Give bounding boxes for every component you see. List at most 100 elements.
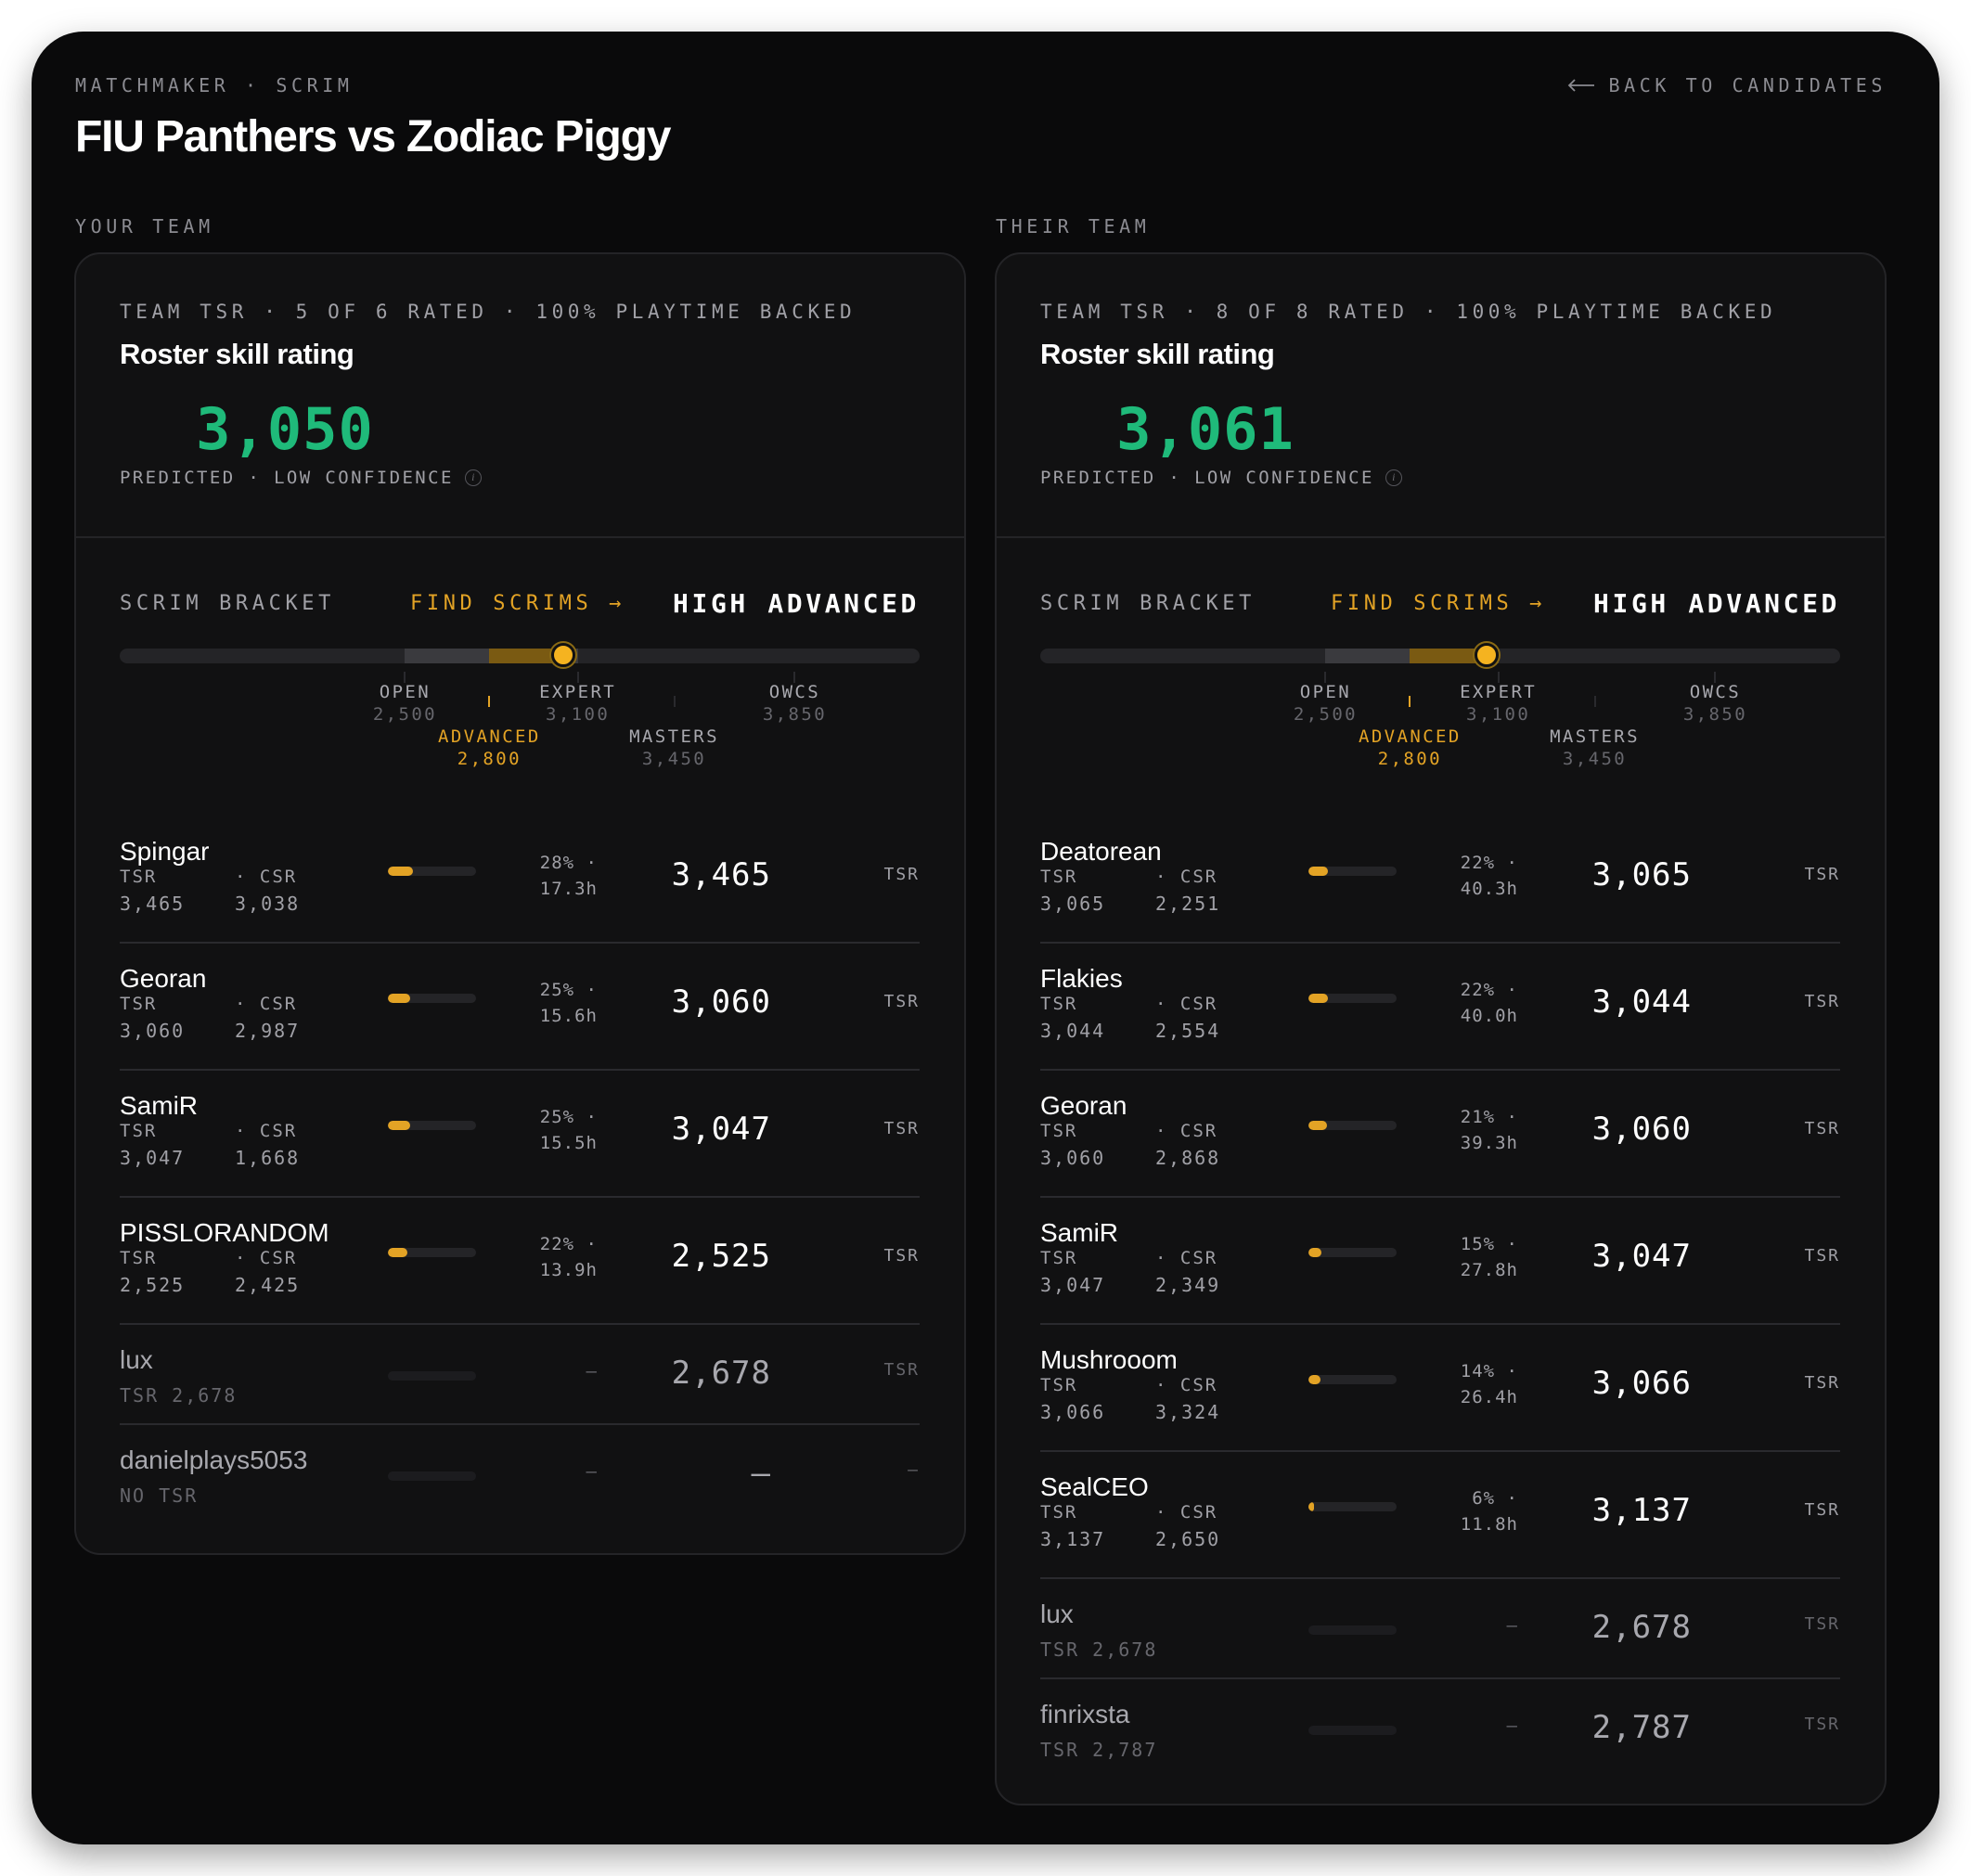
- player-rating: 3,137: [1591, 1492, 1692, 1529]
- player-name: lux: [120, 1345, 153, 1374]
- tick-value: 3,850: [762, 704, 828, 725]
- playtime-percent: 25% ·: [539, 980, 598, 1000]
- playtime-bar: [1308, 1121, 1397, 1130]
- player-rating: 2,678: [1591, 1609, 1692, 1646]
- tsr-label: TSR: [1040, 994, 1078, 1014]
- tick-mark: [1714, 672, 1717, 683]
- bracket-marker: [1475, 643, 1500, 667]
- rating-unit: TSR: [1804, 865, 1840, 884]
- playtime-bar: [1308, 1625, 1397, 1635]
- csr-value: 2,650: [1155, 1528, 1221, 1550]
- playtime-stat: 25% · 15.6h: [496, 977, 598, 1029]
- team-meta: TEAM TSR · 8 OF 8 RATED · 100% PLAYTIME …: [1040, 301, 1777, 323]
- tick-mark: [1497, 672, 1500, 683]
- playtime-hours: 15.6h: [539, 1006, 598, 1026]
- player-row-inactive[interactable]: finrixsta TSR 2,787 – 2,787 TSR: [1040, 1679, 1840, 1778]
- player-subtitle: NO TSR: [120, 1484, 199, 1507]
- tsr-label: TSR: [120, 1248, 158, 1268]
- team-rating: 3,061: [1116, 395, 1295, 463]
- playtime-stat: 22% · 13.9h: [496, 1231, 598, 1283]
- rating-unit: TSR: [1804, 1614, 1840, 1634]
- player-rating: 3,060: [1591, 1111, 1692, 1148]
- player-row[interactable]: Spingar TSR · CSR 3,465 3,038 28% · 17.3h 3,465…: [120, 816, 920, 944]
- csr-value: 2,554: [1155, 1020, 1221, 1042]
- tick-value: 3,850: [1682, 704, 1748, 725]
- tsr-label: TSR: [120, 867, 158, 887]
- playtime-fill: [1308, 1248, 1322, 1257]
- info-icon[interactable]: i: [1385, 469, 1402, 486]
- csr-label: · CSR: [235, 994, 298, 1014]
- bracket-marker: [550, 643, 575, 667]
- playtime-bar: [1308, 1726, 1397, 1735]
- team-summary: TEAM TSR · 5 OF 6 RATED · 100% PLAYTIME …: [76, 254, 964, 538]
- player-row[interactable]: Flakies TSR · CSR 3,044 2,554 22% · 40.0h 3,044…: [1040, 944, 1840, 1071]
- playtime-stat: –: [586, 1361, 598, 1381]
- find-scrims-link[interactable]: FIND SCRIMS →: [1331, 592, 1546, 615]
- playtime-hours: 40.3h: [1460, 879, 1518, 899]
- tick-name: OWCS: [768, 682, 821, 702]
- playtime-bar: [388, 1371, 476, 1381]
- csr-value: 2,868: [1155, 1147, 1221, 1169]
- player-row[interactable]: Mushrooom TSR · CSR 3,066 3,324 14% · 26.4h 3,0…: [1040, 1325, 1840, 1452]
- bracket-fill: [489, 649, 563, 663]
- tick-mark: [1324, 672, 1327, 683]
- your-team-heading: YOUR TEAM: [75, 215, 214, 238]
- player-subtitle: TSR 2,787: [1040, 1739, 1158, 1761]
- tick-value: 2,500: [372, 704, 438, 725]
- tick-masters: MASTERS 3,450: [1550, 726, 1640, 770]
- playtime-bar: [388, 1121, 476, 1130]
- player-row[interactable]: PISSLORANDOM TSR · CSR 2,525 2,425 22% · 13.9h…: [120, 1198, 920, 1325]
- player-row[interactable]: SamiR TSR · CSR 3,047 2,349 15% · 27.8h 3,047 TS…: [1040, 1198, 1840, 1325]
- scrim-bracket: SCRIM BRACKET FIND SCRIMS → HIGH ADVANCE…: [997, 538, 1885, 816]
- playtime-stat: 28% · 17.3h: [496, 850, 598, 902]
- your-team-card: TEAM TSR · 5 OF 6 RATED · 100% PLAYTIME …: [74, 252, 966, 1555]
- player-row-inactive[interactable]: lux TSR 2,678 – 2,678 TSR: [1040, 1579, 1840, 1679]
- tsr-label: TSR: [1040, 1375, 1078, 1395]
- bracket-track: [1040, 643, 1840, 667]
- playtime-bar: [388, 994, 476, 1003]
- playtime-fill: [1308, 994, 1328, 1003]
- confidence-label: PREDICTED · LOW CONFIDENCE: [1040, 468, 1374, 488]
- page-title: FIU Panthers vs Zodiac Piggy: [75, 112, 671, 161]
- confidence-label: PREDICTED · LOW CONFIDENCE: [120, 468, 454, 488]
- rating-unit: TSR: [883, 1360, 920, 1380]
- tick-name: EXPERT: [1460, 682, 1538, 702]
- playtime-stat: 6% · 11.8h: [1416, 1485, 1518, 1537]
- player-rating: 2,787: [1591, 1709, 1692, 1746]
- confidence-row: PREDICTED · LOW CONFIDENCE i: [1040, 468, 1402, 488]
- rating-unit: TSR: [883, 1119, 920, 1138]
- tick-expert: EXPERT 3,100: [1460, 681, 1537, 726]
- player-row[interactable]: SamiR TSR · CSR 3,047 1,668 25% · 15.5h 3,047 TS…: [120, 1071, 920, 1198]
- player-rating: 3,065: [1591, 856, 1692, 893]
- player-row[interactable]: Deatorean TSR · CSR 3,065 2,251 22% · 40.3h 3,0…: [1040, 816, 1840, 944]
- player-rating: 3,465: [671, 856, 771, 893]
- find-scrims-link[interactable]: FIND SCRIMS →: [410, 592, 625, 615]
- player-row-inactive[interactable]: lux TSR 2,678 – 2,678 TSR: [120, 1325, 920, 1425]
- tsr-value: 3,066: [1040, 1401, 1106, 1423]
- playtime-fill: [1308, 867, 1328, 876]
- info-icon[interactable]: i: [464, 469, 482, 486]
- playtime-percent: 15% ·: [1460, 1234, 1518, 1254]
- csr-value: 2,251: [1155, 893, 1221, 915]
- player-name: Spingar: [120, 837, 210, 866]
- playtime-bar: [388, 1471, 476, 1481]
- player-row[interactable]: SealCEO TSR · CSR 3,137 2,650 6% · 11.8h 3,137 T…: [1040, 1452, 1840, 1579]
- player-rating: 3,047: [1591, 1238, 1692, 1275]
- player-row[interactable]: Georan TSR · CSR 3,060 2,987 25% · 15.6h 3,060 T…: [120, 944, 920, 1071]
- player-name: Georan: [1040, 1091, 1127, 1120]
- tick-owcs: OWCS 3,850: [1683, 681, 1747, 726]
- player-rating: 3,060: [671, 983, 771, 1021]
- tsr-value: 3,137: [1040, 1528, 1106, 1550]
- player-row[interactable]: Georan TSR · CSR 3,060 2,868 21% · 39.3h 3,060 T…: [1040, 1071, 1840, 1198]
- player-rating: —: [751, 1455, 771, 1492]
- player-row-inactive[interactable]: danielplays5053 NO TSR – — –: [120, 1425, 920, 1523]
- tick-masters: MASTERS 3,450: [629, 726, 719, 770]
- rating-unit: TSR: [1804, 1373, 1840, 1393]
- playtime-bar: [388, 1248, 476, 1257]
- tsr-label: TSR: [120, 1121, 158, 1141]
- playtime-percent: 21% ·: [1460, 1107, 1518, 1127]
- back-to-candidates-link[interactable]: BACK TO CANDIDATES: [1567, 74, 1887, 96]
- playtime-bar: [1308, 1502, 1397, 1511]
- playtime-stat: 25% · 15.5h: [496, 1104, 598, 1156]
- tick-name: OPEN: [379, 682, 432, 702]
